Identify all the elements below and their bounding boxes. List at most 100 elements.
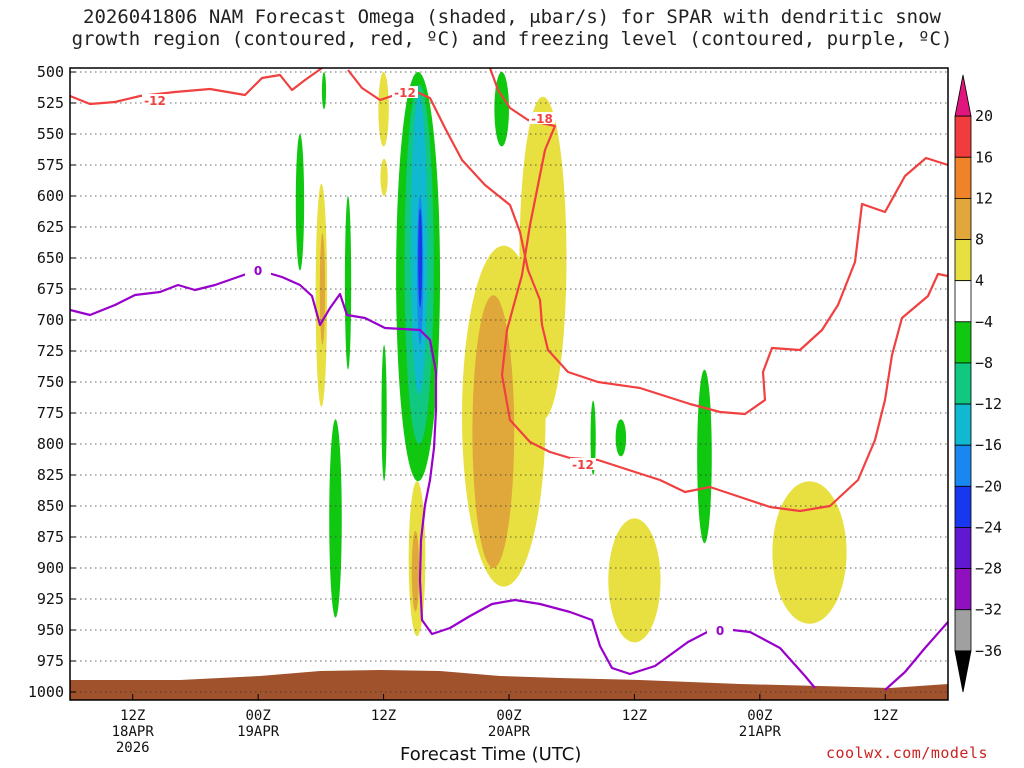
y-tick-label-800: 800	[37, 435, 64, 453]
colorbar-swatch-5	[954, 280, 972, 323]
colorbar-label-12: −32	[975, 601, 1002, 619]
y-tick-label-925: 925	[37, 590, 64, 608]
x-tick-label-0-1: 18APR	[112, 724, 155, 740]
x-tick-label-1-1: 19APR	[237, 724, 280, 740]
colorbar-swatch-10	[954, 485, 972, 528]
contour-label-bg-1	[392, 86, 418, 98]
colorbar-swatch-9	[954, 444, 972, 487]
x-tick-label-5-0: 00Z	[747, 708, 772, 724]
colorbar-label-10: −24	[975, 518, 1002, 536]
omega-green-e	[381, 344, 387, 482]
omega-yellow-c	[380, 158, 388, 196]
colorbar-label-11: −28	[975, 560, 1002, 578]
contour-label-bg-2	[529, 112, 555, 124]
x-tick-label-4-0: 12Z	[622, 708, 647, 724]
colorbar-label-1: 16	[975, 148, 993, 166]
y-tick-label-625: 625	[37, 218, 64, 236]
x-tick-label-5-1: 21APR	[739, 724, 782, 740]
x-tick-label-3-1: 20APR	[488, 724, 531, 740]
omega-orange-e	[472, 295, 515, 568]
terrain-fill	[70, 670, 948, 700]
omega-green-g	[590, 400, 596, 475]
colorbar-swatch-3	[954, 197, 972, 240]
y-tick-label-550: 550	[37, 125, 64, 143]
dgz-contour-top-left	[70, 68, 323, 106]
omega-green-i	[697, 369, 712, 544]
colorbar-label-6: −8	[975, 354, 993, 372]
omega-green-d	[329, 419, 342, 618]
contour-label-0: -12	[144, 94, 166, 108]
colorbar-swatch-11	[954, 527, 972, 570]
x-tick-label-3-0: 00Z	[496, 708, 521, 724]
omega-green-b	[344, 195, 352, 370]
omega-green-c	[321, 72, 327, 110]
colorbar-label-3: 8	[975, 231, 984, 249]
y-tick-label-675: 675	[37, 280, 64, 298]
y-tick-label-900: 900	[37, 559, 64, 577]
contour-label-4: 0	[254, 264, 262, 278]
contour-label-bg-0	[142, 94, 168, 106]
y-tick-label-600: 600	[37, 187, 64, 205]
colorbar-label-8: −16	[975, 436, 1002, 454]
contour-label-bg-5	[707, 624, 733, 636]
contour-label-bg-3	[570, 458, 596, 470]
contour-labels: -12 -12 -18 -12 0 0	[142, 86, 733, 638]
y-tick-label-500: 500	[37, 63, 64, 81]
omega-orange-d	[411, 530, 420, 612]
colorbar-cap-top	[954, 74, 972, 117]
contour-label-2: -18	[531, 112, 553, 126]
omega-green-h	[615, 419, 627, 457]
colorbar-label-4: 4	[975, 272, 984, 290]
colorbar-swatch-1	[954, 115, 972, 158]
colorbar-label-0: 20	[975, 107, 993, 125]
omega-yellow-f	[519, 96, 567, 420]
x-tick-label-2-0: 12Z	[371, 708, 396, 724]
terrain-layer	[70, 670, 948, 700]
dgz-contour-top-mid	[347, 69, 948, 416]
chart-title-line2: growth region (contoured, red, ºC) and f…	[71, 28, 953, 50]
contour-label-1: -12	[394, 86, 416, 100]
y-tick-label-1000: 1000	[28, 683, 64, 701]
y-tick-label-775: 775	[37, 404, 64, 422]
omega-green-a	[295, 134, 305, 271]
y-tick-label-750: 750	[37, 373, 64, 391]
colorbar-swatch-13	[954, 609, 972, 652]
y-tick-label-850: 850	[37, 497, 64, 515]
y-tick-label-950: 950	[37, 621, 64, 639]
chart-title-line1: 2026041806 NAM Forecast Omega (shaded, μ…	[83, 6, 941, 28]
colorbar-label-5: −4	[975, 313, 993, 331]
y-axis: 500 525 550 575 600 625 650 675 700 725 750 775 800 8…	[28, 63, 76, 701]
chart-title: 2026041806 NAM Forecast Omega (shaded, μ…	[0, 6, 1024, 50]
x-tick-label-0-2: 2026	[116, 740, 150, 756]
y-tick-label-875: 875	[37, 528, 64, 546]
x-tick-label-6-0: 12Z	[873, 708, 898, 724]
contour-label-5: 0	[716, 624, 724, 638]
contour-label-bg-4	[245, 264, 271, 276]
colorbar-swatch-12	[954, 568, 972, 611]
colorbar-swatch-8	[954, 403, 972, 446]
grid-lines	[70, 71, 948, 693]
colorbar-label-13: −36	[975, 642, 1002, 660]
y-tick-label-575: 575	[37, 156, 64, 174]
credit-text: coolwx.com/models	[826, 744, 989, 762]
contour-label-3: -12	[572, 458, 594, 472]
omega-shading	[295, 72, 847, 643]
colorbar-swatch-7	[954, 362, 972, 405]
colorbar-swatch-2	[954, 156, 972, 199]
dgz-contour-right-upper	[488, 68, 948, 513]
colorbar-label-2: 12	[975, 189, 993, 207]
freezing-contour-left	[70, 268, 816, 689]
y-tick-label-975: 975	[37, 652, 64, 670]
x-tick-label-0-0: 12Z	[120, 708, 145, 724]
x-axis-label: Forecast Time (UTC)	[400, 744, 582, 765]
omega-yellow-h	[772, 481, 847, 624]
y-tick-label-650: 650	[37, 249, 64, 267]
colorbar: 20 16 12 8 4 −4 −8 −12 −16 −20 −24 −28 −32 −36	[954, 74, 1002, 693]
y-tick-label-825: 825	[37, 466, 64, 484]
y-tick-label-725: 725	[37, 342, 64, 360]
freezing-contour-right	[884, 621, 948, 691]
x-tick-label-1-0: 00Z	[245, 708, 270, 724]
omega-yellow-g	[608, 518, 661, 643]
